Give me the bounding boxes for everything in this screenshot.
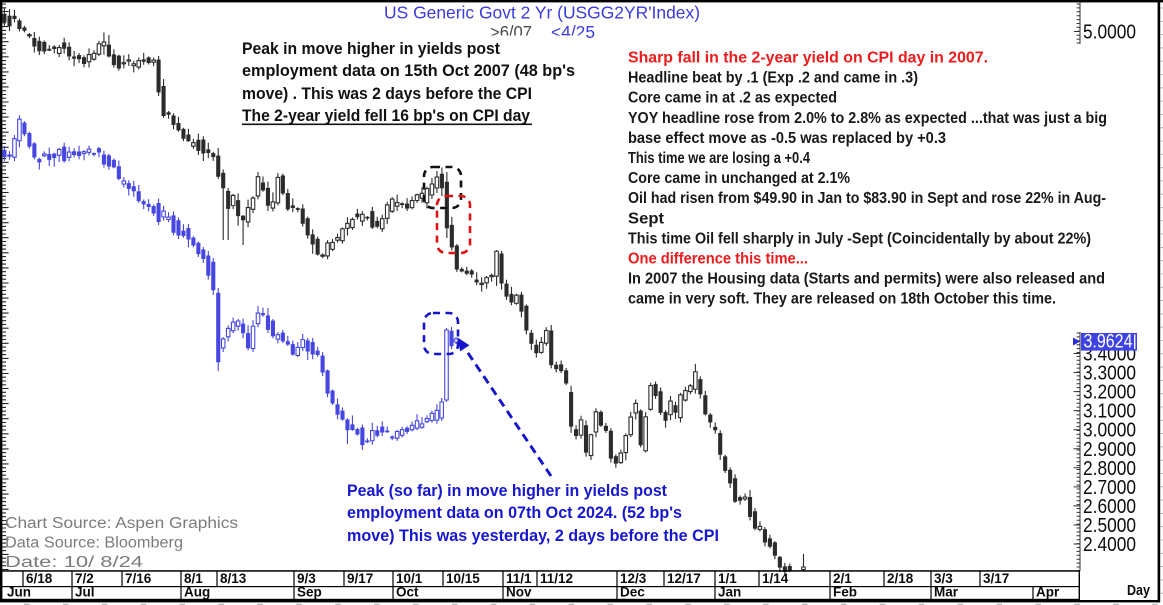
- svg-text:11/1: 11/1: [506, 571, 532, 586]
- svg-text:Oct: Oct: [396, 585, 419, 600]
- svg-text:2.4000: 2.4000: [1083, 534, 1136, 556]
- svg-text:2.6000: 2.6000: [1083, 496, 1136, 518]
- svg-text:Core came in at .2 as expected: Core came in at .2 as expected: [628, 90, 837, 107]
- svg-text:Core came in unchanged at 2.1%: Core came in unchanged at 2.1%: [628, 170, 850, 187]
- svg-text:Sept: Sept: [628, 210, 665, 227]
- svg-text:12/3: 12/3: [620, 571, 647, 586]
- svg-text:Day: Day: [1127, 582, 1151, 599]
- svg-text:1/1: 1/1: [718, 571, 737, 586]
- svg-text:Jul: Jul: [75, 585, 95, 600]
- svg-text:2.7000: 2.7000: [1083, 477, 1136, 499]
- svg-text:2.5000: 2.5000: [1083, 515, 1136, 537]
- svg-text:base effect move as -0.5 was r: base effect move as -0.5 was replaced by…: [628, 130, 946, 147]
- svg-text:Nov: Nov: [506, 585, 532, 600]
- svg-text:2.8000: 2.8000: [1083, 458, 1136, 480]
- svg-text:move) This was yesterday, 2: move) This was yesterday, 2 days before …: [347, 527, 719, 545]
- svg-text:The 2-year yield fell 16 bp's: The 2-year yield fell 16 bp's on CPI day: [242, 107, 531, 125]
- svg-text:Sep: Sep: [297, 585, 322, 600]
- svg-text:Dec: Dec: [620, 585, 645, 600]
- svg-text:3.9624: 3.9624: [1084, 332, 1133, 353]
- svg-text:2/1: 2/1: [833, 571, 852, 586]
- svg-text:employment data on 07th Oct 20: employment data on 07th Oct 2024. (52 bp…: [347, 504, 682, 522]
- svg-text:Aug: Aug: [184, 585, 210, 600]
- svg-text:Oil had risen from $49.90 in J: Oil had risen from $49.90 in Jan to $83.…: [628, 190, 1106, 207]
- svg-text:Peak (so far) in move higher: Peak (so far) in move higher in yields p…: [347, 482, 667, 500]
- svg-text:1/14: 1/14: [762, 571, 789, 586]
- svg-text:Feb: Feb: [833, 585, 857, 600]
- svg-text:move) . This was 2 days before: move) . This was 2 days before the CPI: [242, 85, 532, 103]
- svg-text:Peak in move higher in yields: Peak in move higher in yields post: [242, 40, 500, 58]
- svg-text:11/12: 11/12: [540, 571, 573, 586]
- svg-text:7/16: 7/16: [125, 571, 152, 586]
- svg-text:3/3: 3/3: [934, 571, 953, 586]
- svg-text:Data Source: Bloomberg: Data Source: Bloomberg: [5, 535, 183, 552]
- svg-text:8/13: 8/13: [220, 571, 247, 586]
- svg-text:Chart Source: Aspen Graphic: Chart Source: Aspen Graphics: [5, 515, 238, 532]
- svg-text:6/18: 6/18: [26, 571, 53, 586]
- svg-text:Jun: Jun: [7, 585, 31, 600]
- svg-text:2.9000: 2.9000: [1083, 439, 1136, 461]
- svg-text:US Generic Govt 2 Yr (USGG2YR': US Generic Govt 2 Yr (USGG2YR'Index): [384, 3, 700, 23]
- svg-text:Sharp fall in the 2-year yield: Sharp fall in the 2-year yield on CPI da…: [628, 50, 988, 67]
- svg-text:3.2000: 3.2000: [1083, 382, 1136, 404]
- svg-text:9/17: 9/17: [347, 571, 373, 586]
- svg-text:2/18: 2/18: [887, 571, 914, 586]
- svg-text:In 2007 the Housing data (Star: In 2007 the Housing data (Starts and per…: [628, 271, 1105, 288]
- svg-text:3.3000: 3.3000: [1083, 363, 1136, 385]
- svg-text:employment data on 15th Oct 20: employment data on 15th Oct 2007 (48 bp'…: [242, 62, 575, 80]
- svg-text:8/1: 8/1: [184, 571, 203, 586]
- svg-text:10/1: 10/1: [396, 571, 423, 586]
- svg-text:This time we are losing a +0.4: This time we are losing a +0.4: [628, 150, 810, 167]
- svg-text:came in very soft. They are re: came in very soft. They are released on …: [628, 291, 1056, 308]
- svg-text:3.1000: 3.1000: [1083, 401, 1136, 423]
- svg-text:3/17: 3/17: [983, 571, 1009, 586]
- svg-text:This time Oil fell sharply in: This time Oil fell sharply in July -Sept…: [628, 230, 1091, 247]
- svg-text:Mar: Mar: [934, 585, 959, 600]
- svg-text:Headline beat by .1 (Exp .2 an: Headline beat by .1 (Exp .2 and came in …: [628, 70, 918, 87]
- svg-text:7/2: 7/2: [75, 571, 94, 586]
- svg-text:Apr: Apr: [1036, 585, 1060, 600]
- svg-text:YOY headline rose from 2.0% to: YOY headline rose from 2.0% to 2.8% as e…: [628, 110, 1107, 127]
- svg-text:10/15: 10/15: [446, 571, 480, 586]
- svg-text:3.0000: 3.0000: [1083, 420, 1136, 442]
- svg-text:12/17: 12/17: [667, 571, 701, 586]
- svg-text:One difference this time...: One difference this time...: [628, 251, 808, 268]
- svg-text:Date: 10/ 8/24: Date: 10/ 8/24: [5, 554, 144, 571]
- svg-text:5.0000: 5.0000: [1083, 22, 1136, 44]
- svg-text:9/3: 9/3: [297, 571, 316, 586]
- svg-text:Jan: Jan: [718, 585, 741, 600]
